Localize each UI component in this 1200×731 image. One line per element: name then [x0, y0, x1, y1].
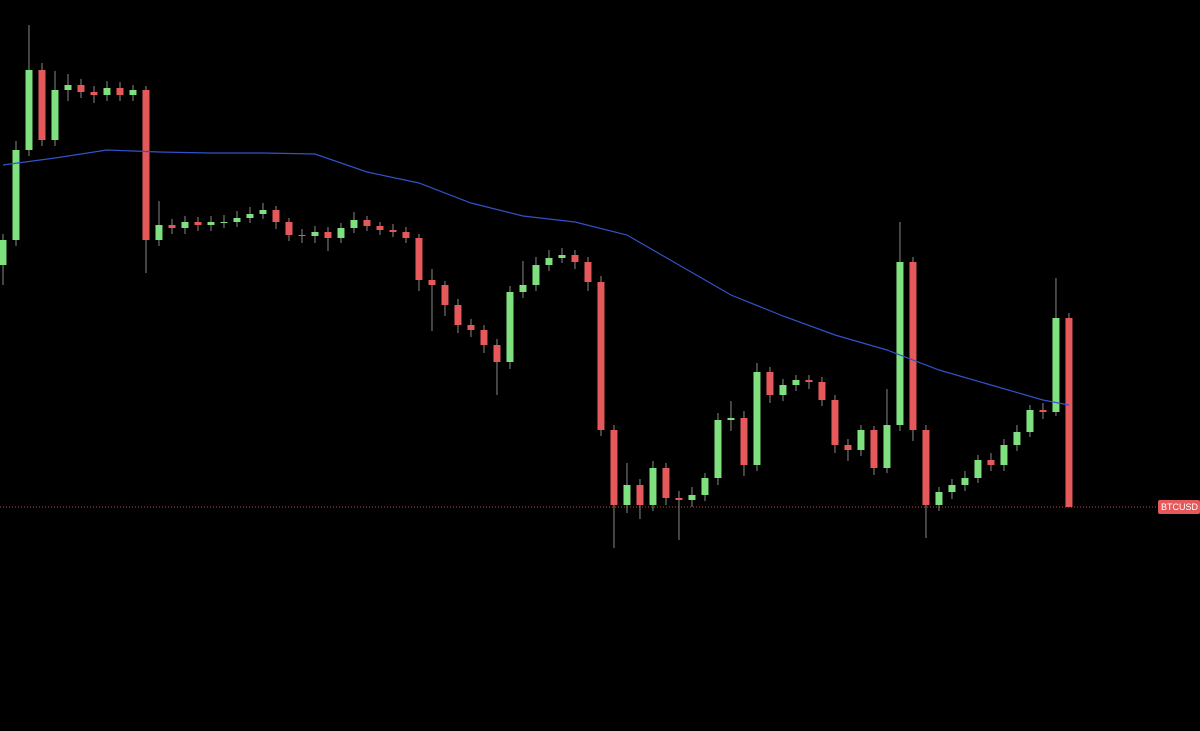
candle-body — [805, 380, 813, 382]
candle-body — [857, 430, 865, 450]
candle-body — [480, 330, 488, 345]
last-price-tag — [1158, 500, 1200, 514]
candle-body — [272, 210, 280, 222]
candle-body — [974, 460, 982, 478]
candle-body — [506, 292, 514, 362]
candle-body — [194, 222, 202, 225]
candle-body — [454, 305, 462, 325]
moving-average-line — [2, 149, 1070, 406]
candle-body — [740, 418, 748, 465]
candle-body — [909, 262, 917, 430]
candle-body — [948, 485, 956, 492]
candle-body — [129, 90, 137, 95]
candle-body — [519, 285, 527, 292]
candle-body — [259, 210, 267, 214]
candle-body — [415, 238, 423, 280]
candle-body — [207, 222, 215, 225]
candle-body — [701, 478, 709, 495]
candle-body — [597, 282, 605, 430]
candle-body — [324, 232, 332, 238]
candle-body — [428, 280, 436, 285]
candle-body — [870, 430, 878, 468]
candle-body — [1052, 318, 1060, 412]
candle-body — [246, 214, 254, 218]
candle-body — [77, 85, 85, 92]
candle-body — [935, 492, 943, 505]
candle-body — [12, 150, 20, 240]
candle-body — [610, 430, 618, 505]
candle-body — [1065, 318, 1073, 507]
candle-body — [922, 430, 930, 505]
candle-body — [38, 70, 46, 140]
candle-body — [168, 225, 176, 228]
candle-body — [220, 222, 228, 223]
candle-body — [181, 222, 189, 228]
candle-body — [818, 382, 826, 400]
candle-body — [337, 228, 345, 238]
candle-body — [0, 240, 7, 265]
candle-body — [584, 262, 592, 282]
candle-body — [402, 232, 410, 238]
candle-body — [987, 460, 995, 465]
candle-body — [25, 70, 33, 150]
candle-body — [142, 90, 150, 240]
candle-body — [155, 225, 163, 240]
candle-body — [727, 418, 735, 420]
candle-body — [285, 222, 293, 235]
candle-body — [467, 325, 475, 330]
candle-body — [883, 425, 891, 468]
candle-body — [844, 445, 852, 450]
candle-body — [298, 235, 306, 236]
candle-body — [558, 255, 566, 258]
candle-body — [64, 85, 72, 90]
last-price-label: BTCUSD — [1161, 502, 1199, 512]
candle-body — [441, 285, 449, 305]
candle-body — [792, 380, 800, 385]
candle-body — [376, 226, 384, 230]
candle-body — [103, 88, 111, 95]
candle-body — [688, 495, 696, 500]
candle-body — [766, 372, 774, 395]
candle-body — [675, 498, 683, 500]
candle-body — [1026, 410, 1034, 432]
candle-body — [623, 485, 631, 505]
candle-body — [532, 265, 540, 285]
candle-body — [831, 400, 839, 445]
candle-body — [493, 345, 501, 362]
candle-body — [1013, 432, 1021, 445]
candle-body — [90, 92, 98, 95]
candle-body — [649, 468, 657, 505]
candle-body — [363, 220, 371, 226]
candle-body — [389, 230, 397, 232]
candle-body — [896, 262, 904, 425]
candle-body — [1039, 410, 1047, 412]
candle-body — [545, 258, 553, 265]
candle-body — [714, 420, 722, 478]
candle-body — [961, 478, 969, 485]
candle-body — [662, 468, 670, 498]
candle-body — [636, 485, 644, 505]
candle-body — [311, 232, 319, 236]
candle-body — [571, 255, 579, 262]
candle-body — [116, 88, 124, 95]
candle-body — [51, 90, 59, 140]
candle-body — [350, 220, 358, 228]
candle-body — [233, 218, 241, 222]
candle-body — [753, 372, 761, 465]
candle-body — [1000, 445, 1008, 465]
candle-body — [779, 385, 787, 395]
